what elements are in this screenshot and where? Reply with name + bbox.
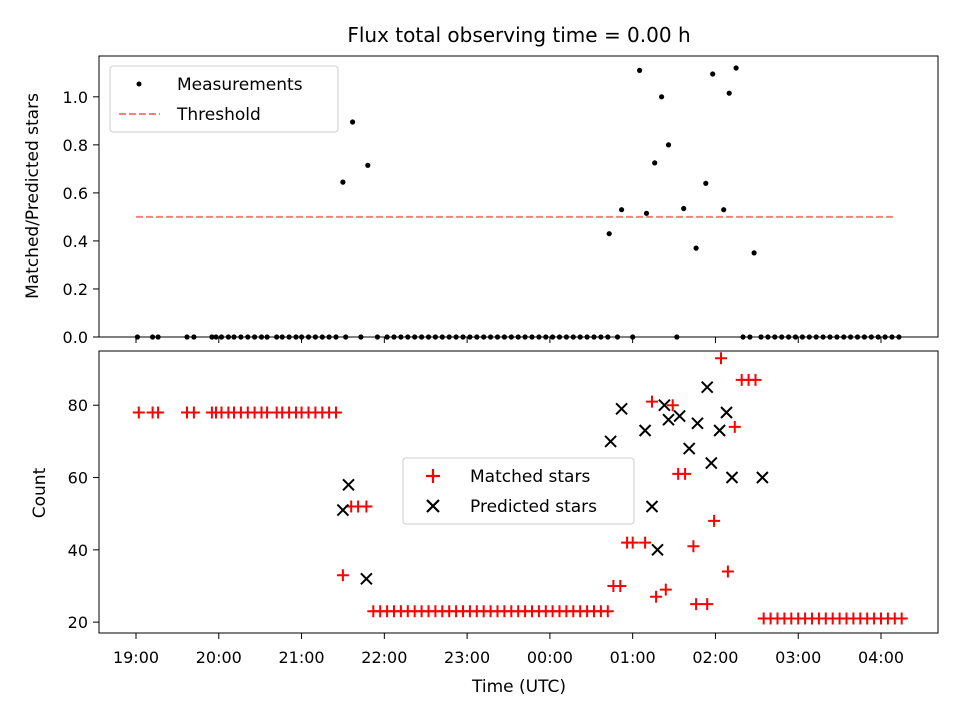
predicted-star-point bbox=[342, 478, 355, 492]
predicted-star-point bbox=[673, 409, 686, 423]
matched-star-point bbox=[152, 406, 165, 419]
matched-star-point bbox=[659, 583, 672, 596]
measurement-point bbox=[693, 245, 699, 251]
bottom-y-tick-label: 20 bbox=[68, 613, 88, 632]
predicted-star-point bbox=[705, 456, 718, 470]
top-panel: 0.0 0.2 0.4 0.6 0.8 1.0 Matched/Predicted sta… bbox=[23, 55, 939, 347]
top-y-tick-label: 0.2 bbox=[63, 280, 88, 299]
top-y-tick-label: 0.0 bbox=[63, 328, 88, 347]
matched-star-point bbox=[708, 514, 721, 527]
matched-star-point bbox=[728, 420, 741, 433]
measurement-point bbox=[340, 179, 346, 185]
measurement-point bbox=[710, 71, 716, 77]
matched-star-point bbox=[336, 569, 349, 582]
predicted-star-point bbox=[713, 424, 726, 437]
bottom-y-tick-label: 80 bbox=[68, 396, 88, 415]
predicted-star-point bbox=[638, 424, 652, 437]
measurement-point bbox=[721, 207, 727, 213]
predicted-star-point bbox=[336, 503, 350, 517]
top-legend: Measurements Threshold bbox=[109, 65, 339, 133]
legend-predicted-label: Predicted stars bbox=[470, 497, 597, 517]
measurement-point bbox=[703, 180, 709, 186]
predicted-star-point bbox=[604, 435, 617, 448]
measurement-point bbox=[665, 142, 672, 148]
matched-star-point bbox=[715, 352, 727, 365]
matched-star-point bbox=[187, 406, 200, 419]
predicted-star-point bbox=[615, 402, 628, 416]
matched-star-point bbox=[601, 605, 614, 618]
chart-title: Flux total observing time = 0.00 h bbox=[347, 23, 690, 47]
matched-star-point bbox=[646, 395, 658, 408]
bottom-y-tick-label: 60 bbox=[68, 469, 88, 488]
matched-star-point bbox=[749, 373, 762, 386]
top-axes-frame bbox=[98, 55, 939, 338]
matched-star-point bbox=[360, 500, 373, 513]
matched-star-point bbox=[132, 406, 145, 419]
measurement-point bbox=[637, 67, 643, 73]
matched-star-point bbox=[690, 598, 703, 611]
predicted-star-point bbox=[691, 417, 704, 430]
legend-measurements-label: Measurements bbox=[177, 75, 303, 95]
bottom-legend: Matched stars Predicted stars bbox=[402, 457, 635, 525]
predicted-star-point bbox=[725, 471, 739, 484]
bottom-axes-frame bbox=[98, 350, 939, 634]
predicted-star-point bbox=[756, 471, 769, 484]
bottom-y-tick-label: 40 bbox=[68, 541, 88, 560]
bottom-x-tick-label: 23:00 bbox=[444, 648, 490, 667]
predicted-star-point bbox=[720, 406, 733, 419]
predicted-star-point bbox=[645, 500, 659, 513]
measurement-point bbox=[643, 210, 650, 216]
matched-star-point bbox=[330, 406, 342, 419]
matched-star-point bbox=[614, 580, 627, 592]
top-y-tick-label: 1.0 bbox=[63, 88, 88, 107]
predicted-star-point bbox=[662, 413, 675, 426]
predicted-star-point bbox=[651, 543, 664, 557]
bottom-x-tick-label: 02:00 bbox=[692, 648, 738, 667]
bottom-x-tick-label: 21:00 bbox=[279, 648, 325, 667]
measurement-point bbox=[681, 205, 687, 212]
measurement-point bbox=[652, 160, 658, 166]
bottom-x-tick-label: 03:00 bbox=[775, 648, 821, 667]
matched-star-point bbox=[721, 565, 734, 578]
predicted-star-point bbox=[658, 398, 671, 412]
matched-star-point bbox=[701, 598, 714, 611]
predicted-star-point bbox=[700, 380, 714, 394]
top-y-tick-label: 0.8 bbox=[63, 136, 88, 155]
top-y-axis-label: Matched/Predicted stars bbox=[23, 93, 43, 299]
bottom-x-tick-label: 20:00 bbox=[196, 648, 242, 667]
measurement-point bbox=[751, 250, 757, 256]
predicted-star-point bbox=[360, 572, 373, 586]
matched-star-point bbox=[679, 467, 692, 480]
matched-star-point bbox=[626, 536, 639, 549]
measurement-point bbox=[619, 207, 625, 213]
matched-star-point bbox=[650, 590, 663, 603]
bottom-x-tick-label: 19:00 bbox=[113, 648, 159, 667]
bottom-y-axis-label: Count bbox=[30, 467, 50, 518]
legend-matched-label: Matched stars bbox=[470, 467, 590, 487]
top-y-tick-label: 0.6 bbox=[63, 184, 88, 203]
bottom-x-tick-label: 04:00 bbox=[858, 648, 904, 667]
legend-matched-marker bbox=[426, 469, 440, 483]
measurement-point bbox=[350, 119, 356, 125]
bottom-panel: 20 40 60 80 19:00 20:00 21:00 22:00 23:00 00:00 0… bbox=[30, 350, 939, 697]
measurement-point bbox=[659, 94, 665, 100]
measurement-point bbox=[726, 90, 732, 96]
bottom-x-axis-label: Time (UTC) bbox=[471, 677, 566, 697]
matched-star-point bbox=[687, 540, 700, 553]
legend-predicted-marker bbox=[426, 499, 440, 513]
predicted-star-point bbox=[682, 442, 696, 455]
measurement-point bbox=[733, 65, 739, 71]
legend-threshold-label: Threshold bbox=[176, 105, 261, 125]
matched-star-point bbox=[639, 536, 652, 549]
measurement-point bbox=[606, 231, 612, 237]
bottom-x-tick-label: 00:00 bbox=[527, 648, 573, 667]
matched-star-point bbox=[895, 612, 908, 625]
legend-measurements-marker bbox=[136, 81, 142, 87]
matched-star-point bbox=[666, 399, 679, 412]
bottom-x-tick-label: 01:00 bbox=[610, 648, 656, 667]
top-y-tick-label: 0.4 bbox=[63, 232, 88, 251]
bottom-x-tick-label: 22:00 bbox=[361, 648, 407, 667]
measurement-point bbox=[365, 162, 371, 168]
